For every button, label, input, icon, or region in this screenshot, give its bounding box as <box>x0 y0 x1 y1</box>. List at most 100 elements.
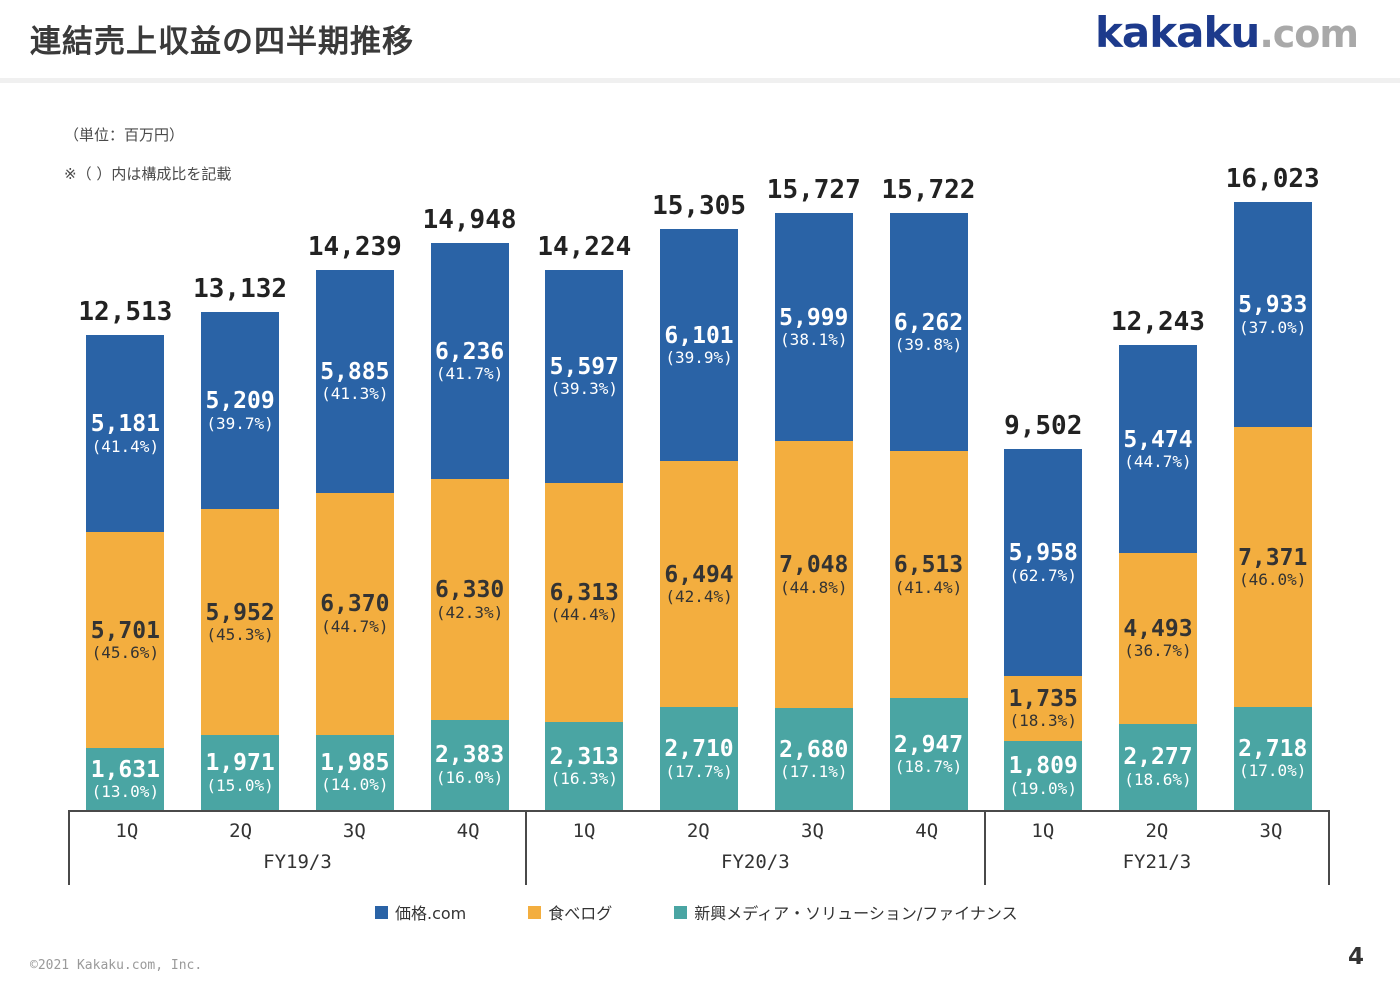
bar-slot: 14,239 5,885 (41.3%) 6,370 (44.7%) 1,985 (14.0… <box>297 202 412 811</box>
segment-percent: (46.0%) <box>1238 569 1307 589</box>
segment-percent: (44.7%) <box>321 616 389 636</box>
segment-value: 7,048 <box>779 552 849 579</box>
bar-segment: 5,958 (62.7%) <box>1004 449 1083 676</box>
header-divider <box>0 78 1400 83</box>
segment-value: 2,277 <box>1123 744 1193 771</box>
segment-percent: (36.7%) <box>1124 641 1192 661</box>
bar-slot: 12,513 5,181 (41.4%) 5,701 (45.6%) 1,631 (13.0… <box>68 202 183 810</box>
quarter-row: 1Q 2Q 3Q 4Q <box>527 812 984 851</box>
bar-segment: 5,701 (45.6%) <box>86 531 165 749</box>
legend-label: 価格.com <box>395 904 467 923</box>
bar-total-label: 16,023 <box>1225 164 1320 194</box>
segment-value: 2,947 <box>893 731 964 758</box>
quarter-label: 3Q <box>801 820 824 843</box>
quarter-label: 3Q <box>342 820 366 843</box>
legend-item: 食べログ <box>528 900 612 924</box>
segment-percent: (62.7%) <box>1009 565 1077 585</box>
bar-segment: 6,330 (42.3%) <box>430 479 509 720</box>
stacked-bar: 5,885 (41.3%) 6,370 (44.7%) 1,985 (14.0%) <box>315 269 394 811</box>
stacked-bar: 6,262 (39.8%) 6,513 (41.4%) 2,947 (18.7%) <box>889 213 968 810</box>
bar-segment: 2,710 (17.7%) <box>660 707 739 810</box>
segment-percent: (16.0%) <box>435 767 504 787</box>
logo-com-text: .com <box>1259 12 1359 56</box>
segment-value: 1,735 <box>1008 686 1078 713</box>
segment-percent: (18.7%) <box>894 757 963 777</box>
bar-segment: 6,370 (44.7%) <box>315 493 394 735</box>
bar-segment: 5,885 (41.3%) <box>315 269 394 493</box>
segment-percent: (16.3%) <box>550 769 619 789</box>
segment-percent: (13.0%) <box>91 782 160 802</box>
legend-swatch-icon <box>528 905 542 919</box>
segment-percent: (39.7%) <box>206 413 274 433</box>
page-number: 4 <box>1347 944 1364 970</box>
legend-item: 価格.com <box>375 900 466 924</box>
bar-segment: 4,493 (36.7%) <box>1118 553 1197 724</box>
segment-value: 2,313 <box>549 743 619 770</box>
fiscal-year-label: FY19/3 <box>263 850 332 873</box>
segment-value: 6,313 <box>549 580 619 606</box>
bar-total-label: 12,243 <box>1111 307 1205 338</box>
bar-slot: 13,132 5,209 (39.7%) 5,952 (45.3%) 1,971 (15.0… <box>183 202 298 810</box>
segment-value: 5,952 <box>205 599 275 626</box>
bar-segment: 6,101 (39.9%) <box>660 229 739 461</box>
quarter-label: 2Q <box>229 820 253 843</box>
segment-value: 5,958 <box>1008 540 1078 567</box>
quarter-label: 4Q <box>456 820 480 843</box>
bar-segment: 5,209 (39.7%) <box>201 311 280 510</box>
segment-value: 6,101 <box>664 322 734 349</box>
bar-slot: 16,023 5,933 (37.0%) 7,371 (46.0%) 2,718 (17.0… <box>1215 164 1330 810</box>
segment-value: 5,885 <box>320 358 390 385</box>
segment-percent: (39.8%) <box>894 335 963 355</box>
segment-value: 6,494 <box>664 561 734 588</box>
segment-value: 1,971 <box>205 750 275 777</box>
bar-segment: 1,631 (13.0%) <box>86 748 165 810</box>
segment-percent: (42.3%) <box>435 602 504 622</box>
segment-percent: (18.6%) <box>1124 769 1192 789</box>
quarter-label: 3Q <box>1259 820 1283 843</box>
quarter-label: 1Q <box>572 820 596 843</box>
segment-value: 1,809 <box>1008 753 1078 780</box>
bar-slot: 15,722 6,262 (39.8%) 6,513 (41.4%) 2,947 (18.7… <box>871 175 986 810</box>
segment-value: 7,371 <box>1238 544 1308 571</box>
bar-segment: 2,383 (16.0%) <box>430 719 509 810</box>
bar-segment: 2,718 (17.0%) <box>1233 706 1312 810</box>
bar-slot: 14,948 6,236 (41.7%) 6,330 (42.3%) 2,383 (16.0… <box>412 202 527 810</box>
segment-value: 2,383 <box>434 742 505 769</box>
bar-segment: 2,277 (18.6%) <box>1118 723 1197 811</box>
segment-percent: (15.0%) <box>206 775 274 795</box>
bar-segment: 7,048 (44.8%) <box>774 440 853 709</box>
segment-percent: (41.4%) <box>894 577 963 597</box>
composition-note: ※（ ）内は構成比を記載 <box>64 165 232 183</box>
bar-segment: 5,999 (38.1%) <box>774 213 853 441</box>
quarter-row: 1Q 2Q 3Q <box>986 812 1328 851</box>
x-axis: 1Q 2Q 3Q 4Q FY19/3 1Q 2Q 3Q 4Q FY20/3 1Q 2Q 3Q FY21/3 <box>68 810 1330 885</box>
bar-segment: 5,952 (45.3%) <box>201 509 280 736</box>
stacked-bar: 6,236 (41.7%) 6,330 (42.3%) 2,383 (16.0%) <box>430 242 509 810</box>
bar-segment: 6,313 (44.4%) <box>545 482 624 723</box>
segment-value: 6,330 <box>434 577 505 604</box>
bar-segment: 1,735 (18.3%) <box>1004 675 1083 742</box>
kakaku-logo: kakaku.com <box>1095 8 1359 57</box>
bar-slot: 14,224 5,597 (39.3%) 6,313 (44.4%) 2,313 (16.3… <box>527 202 642 810</box>
segment-value: 5,474 <box>1123 426 1193 453</box>
segment-value: 5,933 <box>1238 292 1308 319</box>
segment-percent: (39.3%) <box>550 379 619 399</box>
segment-percent: (18.3%) <box>1009 711 1077 731</box>
segment-value: 2,680 <box>779 736 849 763</box>
segment-percent: (41.4%) <box>91 436 160 456</box>
segment-value: 2,710 <box>664 736 734 763</box>
bar-total-label: 13,132 <box>193 273 288 304</box>
segment-percent: (42.4%) <box>665 586 733 606</box>
bar-segment: 5,933 (37.0%) <box>1233 202 1312 428</box>
stacked-bar: 5,933 (37.0%) 7,371 (46.0%) 2,718 (17.0%) <box>1233 202 1312 810</box>
stacked-bar: 5,474 (44.7%) 4,493 (36.7%) 2,277 (18.6%) <box>1118 345 1197 811</box>
segment-percent: (44.8%) <box>780 577 848 597</box>
fiscal-year-label: FY20/3 <box>721 850 790 873</box>
stacked-bar-chart: 12,513 5,181 (41.4%) 5,701 (45.6%) 1,631 (13.0… <box>68 164 1330 811</box>
bar-segment: 2,680 (17.1%) <box>774 708 853 810</box>
bar-slot: 9,502 5,958 (62.7%) 1,735 (18.3%) 1,809 (19.0%… <box>986 202 1101 810</box>
quarter-label: 4Q <box>915 820 939 843</box>
segment-percent: (14.0%) <box>321 775 389 795</box>
segment-value: 6,370 <box>320 591 390 618</box>
bar-segment: 5,474 (44.7%) <box>1118 345 1197 554</box>
